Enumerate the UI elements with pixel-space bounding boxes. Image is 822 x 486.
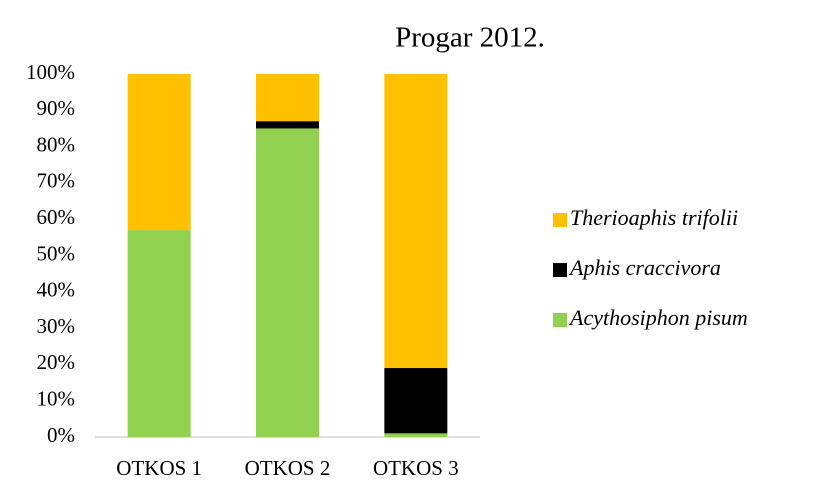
y-tick-label: 50%: [37, 241, 76, 265]
chart-title: Progar 2012.: [395, 22, 545, 54]
y-tick-label: 20%: [37, 350, 76, 374]
x-tick-label: OTKOS 1: [116, 456, 202, 480]
y-tick-label: 30%: [37, 314, 76, 338]
y-tick-label: 100%: [26, 60, 75, 84]
bar-segment: [384, 433, 448, 437]
legend-label: Therioaphis trifolii: [570, 205, 738, 230]
legend-swatch: [553, 263, 567, 277]
bar-segment: [256, 121, 319, 129]
y-tick-label: 10%: [37, 387, 76, 411]
y-tick-label: 90%: [37, 96, 76, 120]
legend-swatch: [553, 313, 567, 327]
bar-segment: [127, 74, 191, 231]
y-tick-label: 60%: [37, 205, 76, 229]
bar-segment: [384, 74, 448, 369]
legend-label: Aphis craccivora: [568, 255, 721, 280]
y-tick-label: 0%: [47, 423, 75, 447]
y-tick-label: 70%: [37, 169, 76, 193]
legend-label: Acythosiphon pisum: [568, 305, 748, 330]
bar-segment: [256, 74, 319, 122]
y-tick-label: 40%: [37, 278, 76, 302]
y-tick-label: 80%: [37, 132, 76, 156]
bar-segment: [384, 368, 448, 434]
bar-segment: [256, 128, 319, 437]
legend: Acythosiphon pisum Aphis craccivora Therio…: [553, 205, 748, 330]
legend-swatch: [553, 213, 567, 227]
x-tick-label: OTKOS 3: [373, 456, 459, 480]
bar-segment: [127, 230, 191, 437]
x-tick-label: OTKOS 2: [245, 456, 331, 480]
